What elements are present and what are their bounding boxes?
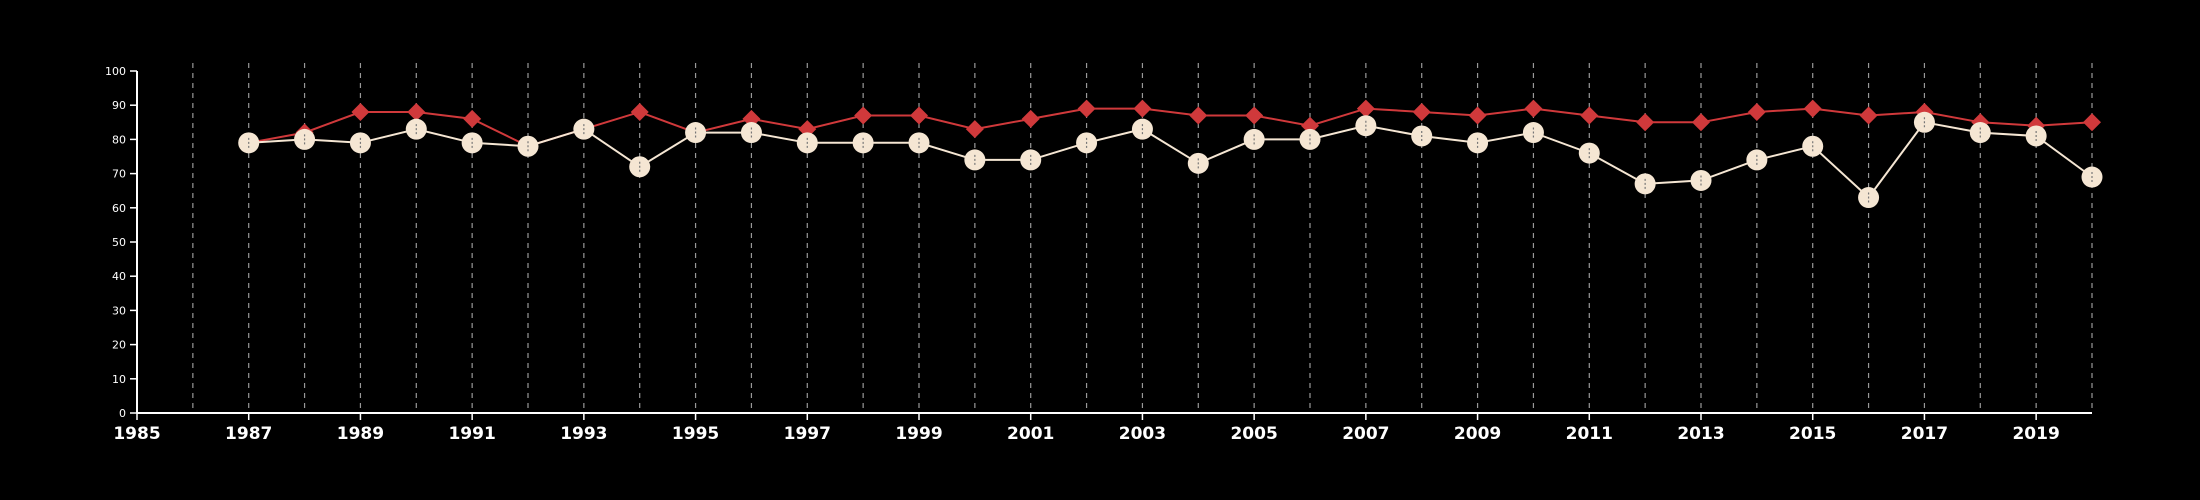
y-tick-label: 0 (119, 407, 126, 420)
y-tick-label: 10 (112, 373, 126, 386)
x-tick-label: 2001 (1007, 424, 1054, 444)
series-2-line (248, 121, 2093, 199)
series-1-point (1692, 113, 1710, 132)
series-1-point (1859, 106, 1878, 125)
series-group (238, 99, 2103, 209)
series-1-point (1133, 99, 1152, 118)
series-1-point (1412, 103, 1431, 122)
y-tick-label: 80 (112, 133, 126, 146)
y-tick-label: 100 (105, 65, 126, 78)
x-tick-label: 2019 (2012, 424, 2059, 444)
y-tick-label: 90 (112, 99, 126, 112)
y-tick-label: 70 (112, 168, 126, 181)
series-1-point (1077, 99, 1096, 118)
x-tick-label: 1993 (560, 424, 607, 444)
series-1-point (351, 103, 370, 122)
y-tick-label: 40 (112, 270, 126, 283)
y-axis-ticks: 0 10 20 30 40 50 60 70 80 90 100 (105, 65, 137, 420)
grid-lines (192, 63, 2093, 413)
series-1-point (407, 103, 426, 122)
x-tick-label: 1995 (672, 424, 719, 444)
y-tick-label: 30 (112, 304, 126, 317)
x-tick-label: 2015 (1789, 424, 1836, 444)
x-tick-label: 1989 (337, 424, 384, 444)
series-1-point (1636, 113, 1655, 132)
axes (136, 71, 2092, 414)
series-1-point (1356, 99, 1375, 118)
x-tick-label: 1997 (784, 424, 831, 444)
x-tick-label: 2009 (1454, 424, 1501, 444)
series-1-point (1524, 99, 1543, 118)
series-1-point (630, 103, 649, 122)
series-1-point (1021, 109, 1040, 128)
x-tick-label: 2017 (1901, 424, 1948, 444)
x-tick-label: 2013 (1677, 424, 1724, 444)
x-tick-label: 1999 (895, 424, 942, 444)
x-tick-label: 2007 (1342, 424, 1389, 444)
series-1-point (1580, 106, 1599, 125)
x-axis-ticks: 1985 1987 1989 1991 1993 1995 1997 1999 2001 2003… (113, 413, 2060, 444)
x-tick-label: 2011 (1566, 424, 1613, 444)
series-1-point (965, 120, 984, 139)
y-tick-label: 50 (112, 236, 126, 249)
series-1-point (1747, 103, 1766, 122)
series-1-point (1245, 106, 1264, 125)
series-1-point (1803, 99, 1822, 118)
x-tick-label: 2005 (1230, 424, 1277, 444)
x-tick-label: 2003 (1119, 424, 1166, 444)
x-tick-label: 1987 (225, 424, 272, 444)
x-tick-label: 1991 (448, 424, 495, 444)
series-1-point (463, 109, 482, 128)
series-1-point (2083, 113, 2101, 132)
series-1-point (910, 106, 928, 125)
x-tick-label: 1985 (113, 424, 160, 444)
series-1-point (854, 106, 873, 125)
series-1-point (1189, 106, 1208, 125)
y-tick-label: 60 (112, 202, 126, 215)
y-tick-label: 20 (112, 339, 126, 352)
series-1-point (1468, 106, 1487, 125)
series-2 (238, 111, 2103, 209)
